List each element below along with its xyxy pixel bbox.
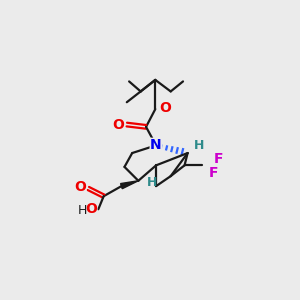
Text: H: H [78, 204, 88, 217]
Text: F: F [209, 166, 219, 180]
Text: H: H [147, 176, 158, 189]
Text: O: O [74, 180, 86, 194]
Text: H: H [194, 139, 204, 152]
Text: O: O [85, 202, 97, 216]
Text: N: N [150, 138, 162, 152]
Text: O: O [159, 100, 171, 115]
Polygon shape [121, 181, 138, 189]
Text: F: F [214, 152, 223, 166]
Text: O: O [112, 118, 124, 131]
